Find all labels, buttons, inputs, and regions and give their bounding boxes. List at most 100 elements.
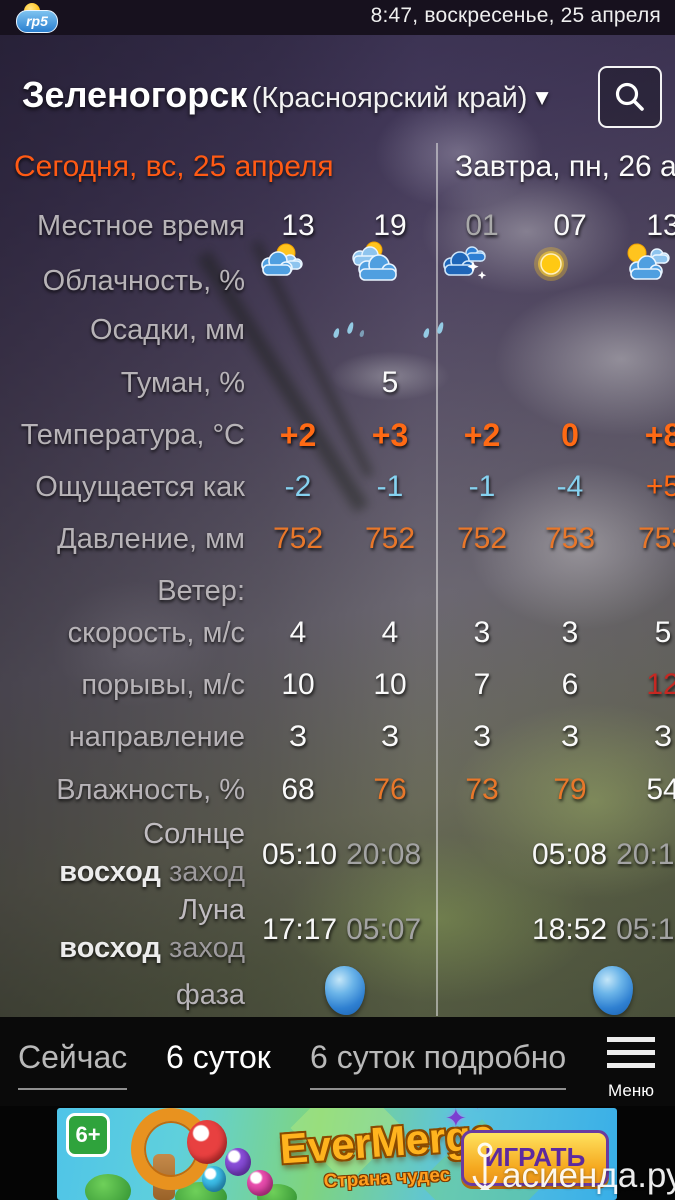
watermark-text: асиенда.ру — [502, 1156, 675, 1195]
chevron-down-icon: ▼ — [535, 88, 549, 108]
tomorrow-header[interactable]: Завтра, пн, 26 апреля — [455, 150, 675, 183]
row-label: направление — [68, 721, 245, 753]
date-row: Сегодня, вс, 25 апреля Завтра, пн, 26 ап… — [0, 150, 675, 190]
row-humidity: Влажность, % 68 76 73 79 54 — [0, 764, 675, 816]
value-cell: -4 — [556, 470, 584, 503]
value-cell: 5 — [654, 616, 672, 649]
city-name: Зеленогорск — [22, 74, 248, 115]
fog-blob-icon — [330, 351, 450, 401]
weather-cell — [621, 241, 675, 293]
row-cloudiness: Облачность, % — [0, 241, 675, 307]
row-precipitation: Осадки, мм — [0, 304, 675, 356]
value-cell: 3 — [561, 616, 579, 649]
menu-label: Меню — [608, 1081, 654, 1100]
row-label: Солнце — [143, 818, 245, 850]
value-cell: 6 — [561, 668, 579, 701]
value-cell: -1 — [468, 470, 496, 503]
moon-times-tomorrow: 18:52 05:1 — [532, 913, 675, 946]
value-cell: +5 — [645, 470, 675, 503]
sparkle-icon: ✦ — [445, 1108, 467, 1134]
sun-times-today: 05:10 20:08 — [262, 838, 422, 871]
row-label: Ветер: — [157, 575, 245, 607]
drizzle-drops-icon — [330, 321, 370, 342]
row-label: Ощущается как — [35, 471, 245, 503]
status-time: 8:47, воскресенье, 25 апреля — [370, 4, 661, 27]
row-label: скорость, м/с — [67, 617, 245, 649]
row-label: Влажность, % — [56, 774, 245, 806]
value-cell: З — [653, 720, 673, 753]
value-cell: 68 — [281, 773, 315, 806]
tab-6-days[interactable]: 6 суток — [166, 1039, 271, 1075]
value-cell: 19 — [373, 209, 407, 242]
value-cell: 5 — [381, 366, 399, 399]
menu-button[interactable]: Меню — [605, 1035, 657, 1101]
sun-times-tomorrow: 05:08 20:1 — [532, 838, 675, 871]
row-moon-phase: фаза — [0, 969, 675, 1021]
value-cell: 752 — [272, 522, 324, 555]
row-local-time: Местное время 13 19 01 07 13 — [0, 200, 675, 252]
value-cell: +3 — [371, 417, 409, 453]
tab-now[interactable]: Сейчас — [18, 1039, 128, 1090]
row-label: Туман, % — [120, 367, 245, 399]
background-photo — [0, 35, 675, 1017]
row-pressure: Давление, мм 752 752 752 753 753 — [0, 513, 675, 565]
value-cell: З — [380, 720, 400, 753]
sun-and-cloud-icon — [627, 243, 670, 280]
tab-6-days-detailed[interactable]: 6 суток подробно — [310, 1039, 567, 1090]
region-name: (Красноярский край) — [251, 82, 528, 114]
value-cell: +2 — [463, 417, 501, 453]
day-divider — [436, 143, 438, 1016]
bush-decoration — [85, 1174, 131, 1200]
value-cell: 0 — [561, 417, 579, 453]
age-rating-badge: 6+ — [66, 1113, 110, 1157]
row-wind-caption: Ветер: — [0, 565, 675, 617]
search-icon — [615, 82, 644, 111]
logo-text: rp5 — [26, 13, 48, 29]
ad-banner[interactable]: 6+ EverMerge Страна чудес ✦ ✦ ИГРАТЬ — [57, 1108, 617, 1200]
row-temperature: Температура, °C +2 +3 +2 0 +8 — [0, 409, 675, 461]
row-wind-gusts: порывы, м/с 10 10 7 6 12 — [0, 659, 675, 711]
city-selector[interactable]: Зеленогорск (Красноярский край) ▼ — [22, 74, 549, 116]
value-cell: З — [560, 720, 580, 753]
value-cell: 753 — [637, 522, 675, 555]
value-cell: 752 — [456, 522, 508, 555]
candy-icon — [247, 1170, 273, 1196]
candy-icon — [225, 1148, 251, 1176]
value-cell: -1 — [376, 470, 404, 503]
value-cell: 10 — [281, 668, 315, 701]
value-cell: 753 — [544, 522, 596, 555]
value-cell: 752 — [364, 522, 416, 555]
anchor-icon — [472, 1142, 498, 1190]
ad-zone: 6+ EverMerge Страна чудес ✦ ✦ ИГРАТЬ × i — [0, 1106, 675, 1200]
row-feels-like: Ощущается как -2 -1 -1 -4 +5 — [0, 461, 675, 513]
candy-icon — [202, 1166, 226, 1192]
sun-behind-big-clouds-icon — [352, 241, 397, 281]
candy-icon — [187, 1120, 227, 1164]
row-label: Температура, °C — [20, 419, 245, 451]
moon-sphere-icon — [325, 966, 365, 1015]
value-cell: 07 — [553, 209, 587, 242]
search-button[interactable] — [598, 66, 662, 128]
forecast-table: Сегодня, вс, 25 апреля Завтра, пн, 26 ап… — [0, 143, 675, 1016]
value-cell: 73 — [465, 773, 499, 806]
weather-cell — [528, 241, 612, 293]
row-sublabel: восход заход — [59, 856, 245, 888]
value-cell: 4 — [289, 616, 307, 649]
weather-cell — [256, 241, 340, 293]
clouds-with-stars-night-icon — [443, 246, 487, 280]
site-watermark: асиенда.ру — [470, 1142, 675, 1198]
value-cell: 79 — [553, 773, 587, 806]
value-cell: 01 — [465, 209, 499, 242]
row-fog: Туман, % 5 — [0, 351, 675, 409]
row-label: Местное время — [36, 210, 245, 242]
value-cell: 76 — [373, 773, 407, 806]
row-label: Луна — [178, 894, 245, 926]
header: Зеленогорск (Красноярский край) ▼ — [0, 60, 675, 140]
row-wind-direction: направление З З З З З — [0, 711, 675, 763]
sparkle-icon: ✦ — [471, 1108, 484, 1113]
today-header[interactable]: Сегодня, вс, 25 апреля — [14, 150, 334, 183]
logo-cloud-icon: rp5 — [16, 10, 58, 33]
moon-times-today: 17:17 05:07 — [262, 913, 422, 946]
row-label: Давление, мм — [57, 523, 245, 555]
